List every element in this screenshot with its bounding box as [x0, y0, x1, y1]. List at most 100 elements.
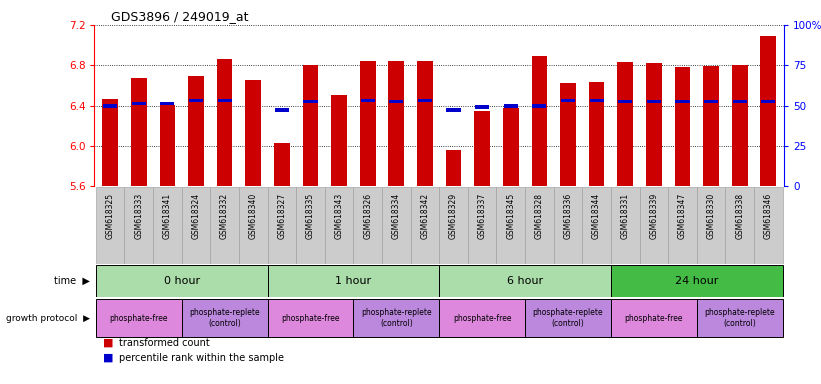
- Text: GSM618329: GSM618329: [449, 193, 458, 239]
- Text: GDS3896 / 249019_at: GDS3896 / 249019_at: [111, 10, 248, 23]
- Bar: [188, 76, 204, 186]
- Text: GSM618332: GSM618332: [220, 193, 229, 239]
- Bar: [410, 187, 439, 264]
- Text: GSM618344: GSM618344: [592, 193, 601, 239]
- Bar: [360, 99, 374, 103]
- Bar: [589, 83, 604, 186]
- Bar: [331, 94, 347, 186]
- Bar: [103, 104, 117, 108]
- Bar: [668, 187, 697, 264]
- Bar: [153, 187, 181, 264]
- Bar: [504, 104, 518, 108]
- Bar: [732, 100, 747, 103]
- Bar: [697, 187, 726, 264]
- Text: GSM618337: GSM618337: [478, 193, 487, 239]
- Bar: [647, 100, 661, 103]
- Text: GSM618340: GSM618340: [249, 193, 258, 239]
- Bar: [611, 187, 640, 264]
- Text: GSM618326: GSM618326: [363, 193, 372, 239]
- Bar: [360, 61, 375, 186]
- Text: GSM618327: GSM618327: [277, 193, 287, 239]
- Bar: [325, 187, 353, 264]
- Bar: [447, 108, 461, 111]
- Text: phosphate-free: phosphate-free: [625, 314, 683, 323]
- Bar: [268, 187, 296, 264]
- Bar: [304, 100, 318, 103]
- Bar: [697, 299, 782, 338]
- Text: GSM618331: GSM618331: [621, 193, 630, 239]
- Bar: [268, 265, 439, 296]
- Text: 0 hour: 0 hour: [163, 276, 200, 286]
- Bar: [503, 108, 519, 186]
- Text: growth protocol  ▶: growth protocol ▶: [7, 314, 90, 323]
- Text: GSM618347: GSM618347: [678, 193, 687, 239]
- Bar: [611, 265, 782, 296]
- Bar: [103, 99, 118, 186]
- Bar: [589, 99, 603, 103]
- Bar: [96, 187, 125, 264]
- Bar: [160, 102, 175, 106]
- Bar: [96, 265, 268, 296]
- Bar: [618, 100, 632, 103]
- Bar: [245, 80, 261, 186]
- Text: transformed count: transformed count: [119, 338, 210, 348]
- Bar: [646, 63, 662, 186]
- Bar: [532, 104, 547, 108]
- Text: GSM618325: GSM618325: [106, 193, 115, 239]
- Bar: [525, 187, 553, 264]
- Bar: [726, 187, 754, 264]
- Bar: [439, 299, 525, 338]
- Text: GSM618345: GSM618345: [507, 193, 516, 239]
- Bar: [217, 59, 232, 186]
- Bar: [475, 111, 490, 186]
- Text: GSM618346: GSM618346: [764, 193, 773, 239]
- Bar: [754, 187, 782, 264]
- Bar: [296, 187, 325, 264]
- Text: GSM618330: GSM618330: [707, 193, 716, 239]
- Bar: [704, 100, 718, 103]
- Bar: [439, 265, 611, 296]
- Text: GSM618334: GSM618334: [392, 193, 401, 239]
- Bar: [181, 187, 210, 264]
- Bar: [274, 143, 290, 186]
- Bar: [475, 105, 489, 109]
- Bar: [239, 187, 268, 264]
- Text: GSM618328: GSM618328: [535, 193, 544, 239]
- Bar: [531, 56, 548, 186]
- Text: phosphate-free: phosphate-free: [282, 314, 340, 323]
- Bar: [418, 99, 432, 103]
- Bar: [439, 187, 468, 264]
- Bar: [468, 187, 497, 264]
- Text: phosphate-free: phosphate-free: [453, 314, 511, 323]
- Bar: [640, 187, 668, 264]
- Text: GSM618339: GSM618339: [649, 193, 658, 239]
- Bar: [561, 99, 575, 103]
- Bar: [676, 100, 690, 103]
- Bar: [388, 61, 404, 186]
- Text: phosphate-replete
(control): phosphate-replete (control): [704, 308, 775, 328]
- Text: ■: ■: [103, 338, 113, 348]
- Bar: [218, 99, 232, 103]
- Bar: [675, 67, 690, 186]
- Bar: [353, 299, 439, 338]
- Bar: [560, 83, 576, 186]
- Text: GSM618324: GSM618324: [191, 193, 200, 239]
- Bar: [131, 78, 147, 186]
- Bar: [446, 150, 461, 186]
- Bar: [303, 65, 319, 186]
- Text: ■: ■: [103, 353, 113, 363]
- Bar: [525, 299, 611, 338]
- Bar: [417, 61, 433, 186]
- Text: 1 hour: 1 hour: [335, 276, 371, 286]
- Text: percentile rank within the sample: percentile rank within the sample: [119, 353, 284, 363]
- Text: GSM618342: GSM618342: [420, 193, 429, 239]
- Bar: [760, 36, 776, 186]
- Bar: [704, 66, 719, 186]
- Bar: [389, 100, 403, 103]
- Bar: [497, 187, 525, 264]
- Bar: [131, 102, 146, 106]
- Text: 6 hour: 6 hour: [507, 276, 544, 286]
- Bar: [125, 187, 153, 264]
- Text: GSM618336: GSM618336: [563, 193, 572, 239]
- Bar: [382, 187, 410, 264]
